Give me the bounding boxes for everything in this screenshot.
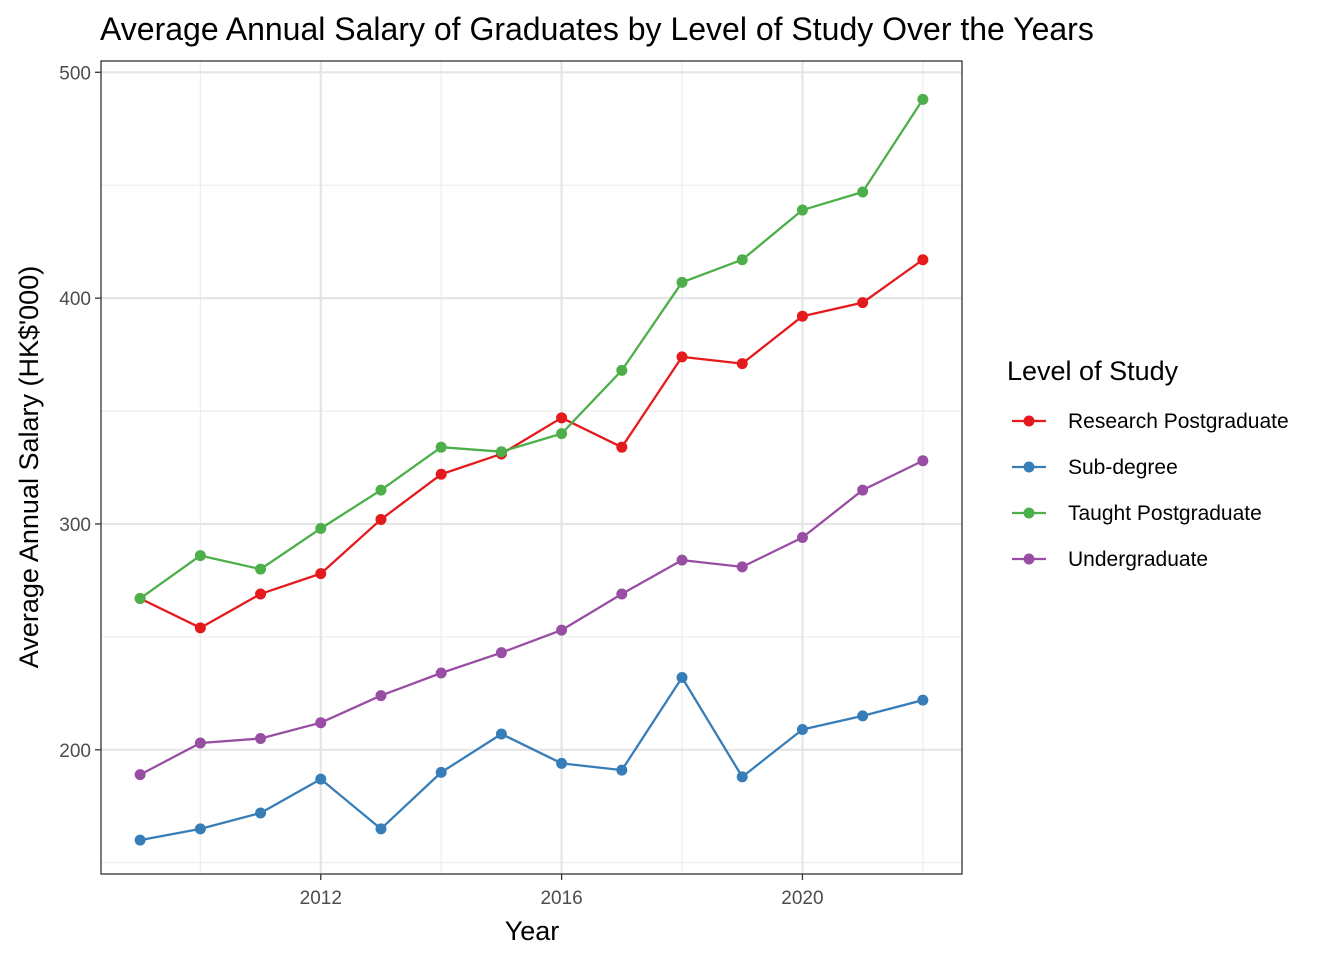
data-point-research-postgraduate — [796, 310, 808, 322]
legend-item-sub-degree: Sub-degree — [1012, 456, 1178, 479]
plot-background — [101, 61, 962, 874]
data-point-research-postgraduate — [255, 588, 267, 600]
data-point-undergraduate — [315, 717, 327, 729]
series-line-research-postgraduate — [139, 258, 924, 629]
data-point-research-postgraduate — [435, 468, 447, 480]
data-point-sub-degree — [917, 694, 929, 706]
data-point-sub-degree — [375, 823, 387, 835]
legend-items: Research Postgraduate Sub-degree Taught Po… — [1012, 410, 1289, 571]
data-point-taught-postgraduate — [495, 446, 507, 458]
data-point-sub-degree — [315, 773, 327, 785]
legend-key-point — [1023, 415, 1035, 427]
plot-border — [100, 60, 963, 875]
x-tick-label: 2016 — [540, 888, 582, 909]
data-point-undergraduate — [917, 455, 929, 467]
data-point-sub-degree — [194, 823, 206, 835]
data-point-undergraduate — [857, 484, 869, 496]
legend-key-point — [1023, 507, 1035, 519]
data-point-undergraduate — [676, 554, 688, 566]
data-point-research-postgraduate — [616, 441, 628, 453]
y-tick-label: 400 — [59, 289, 91, 310]
data-point-taught-postgraduate — [676, 276, 688, 288]
data-point-sub-degree — [134, 834, 146, 846]
y-axis-title: Average Annual Salary (HK$'000) — [14, 266, 44, 668]
x-tick-label: 2020 — [781, 888, 823, 909]
legend-label: Taught Postgraduate — [1068, 502, 1262, 525]
series-taught-postgraduate — [134, 93, 929, 604]
data-point-sub-degree — [796, 723, 808, 735]
legend-item-taught-postgraduate: Taught Postgraduate — [1012, 502, 1262, 525]
data-point-taught-postgraduate — [255, 563, 267, 575]
legend-label: Sub-degree — [1068, 456, 1178, 479]
data-point-taught-postgraduate — [194, 550, 206, 562]
x-tick-label: 2012 — [300, 888, 342, 909]
series-line-sub-degree — [139, 676, 924, 842]
data-point-sub-degree — [676, 672, 688, 684]
data-point-sub-degree — [556, 757, 568, 769]
data-point-undergraduate — [375, 690, 387, 702]
data-point-taught-postgraduate — [435, 441, 447, 453]
data-point-research-postgraduate — [375, 513, 387, 525]
legend-key-point — [1023, 553, 1035, 565]
y-tick-label: 300 — [59, 515, 91, 536]
legend: Level of Study Research Postgraduate Sub-… — [1007, 356, 1289, 571]
data-point-undergraduate — [495, 647, 507, 659]
data-point-undergraduate — [556, 624, 568, 636]
data-point-taught-postgraduate — [556, 428, 568, 440]
data-point-undergraduate — [796, 532, 808, 544]
data-point-undergraduate — [255, 733, 267, 744]
series-sub-degree — [134, 672, 929, 846]
series-line-undergraduate — [139, 459, 924, 776]
data-point-undergraduate — [616, 588, 628, 600]
data-point-taught-postgraduate — [917, 93, 929, 105]
data-point-research-postgraduate — [194, 622, 206, 634]
series-undergraduate — [134, 455, 929, 781]
data-point-undergraduate — [194, 737, 206, 749]
data-point-sub-degree — [616, 764, 628, 776]
data-point-taught-postgraduate — [616, 364, 628, 376]
data-point-research-postgraduate — [857, 297, 869, 309]
data-point-research-postgraduate — [917, 254, 929, 266]
y-tick-label: 200 — [59, 741, 91, 762]
x-axis: 2012 2016 2020 — [300, 874, 824, 909]
data-point-sub-degree — [736, 771, 748, 783]
data-point-taught-postgraduate — [375, 484, 387, 496]
data-point-sub-degree — [857, 710, 869, 722]
y-tick-label: 500 — [59, 63, 91, 84]
legend-label: Research Postgraduate — [1068, 410, 1289, 433]
legend-item-research-postgraduate: Research Postgraduate — [1012, 410, 1289, 433]
data-point-research-postgraduate — [556, 412, 568, 424]
data-point-research-postgraduate — [736, 358, 748, 370]
legend-key-point — [1023, 461, 1035, 473]
data-point-taught-postgraduate — [736, 254, 748, 266]
data-point-undergraduate — [134, 769, 146, 781]
data-point-taught-postgraduate — [134, 592, 146, 604]
data-point-taught-postgraduate — [315, 522, 327, 534]
series-layer — [134, 93, 929, 846]
data-point-taught-postgraduate — [857, 186, 869, 198]
data-point-sub-degree — [435, 766, 447, 778]
data-point-sub-degree — [495, 728, 507, 740]
data-point-undergraduate — [736, 561, 748, 573]
legend-item-undergraduate: Undergraduate — [1012, 548, 1208, 571]
legend-title: Level of Study — [1007, 356, 1179, 386]
data-point-taught-postgraduate — [796, 204, 808, 216]
data-point-research-postgraduate — [315, 568, 327, 580]
data-point-undergraduate — [435, 667, 447, 679]
data-point-research-postgraduate — [676, 351, 688, 363]
plot-area — [100, 60, 963, 875]
series-line-taught-postgraduate — [139, 98, 924, 600]
x-axis-title: Year — [505, 916, 560, 946]
y-axis: 200 300 400 500 — [59, 63, 101, 762]
data-point-sub-degree — [255, 807, 267, 819]
legend-label: Undergraduate — [1068, 548, 1208, 571]
chart-title: Average Annual Salary of Graduates by Le… — [100, 11, 1094, 47]
